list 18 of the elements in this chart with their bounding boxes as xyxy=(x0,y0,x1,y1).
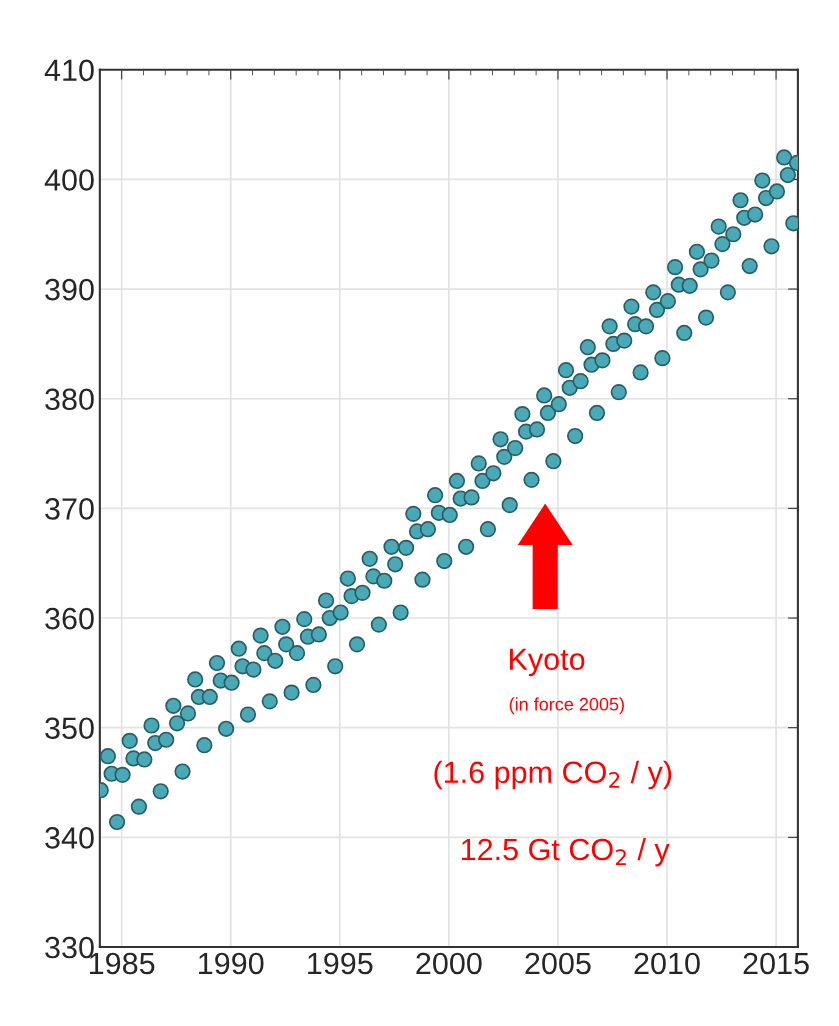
y-tick-label: 390 xyxy=(45,278,94,301)
y-tick-label: 350 xyxy=(45,717,94,740)
y-tick-label: 360 xyxy=(45,607,94,630)
annotation: 12.5 Gt CO$_{2}$ / y xyxy=(461,837,670,867)
y-tick-label: 370 xyxy=(45,498,94,520)
y-tick-label: 410 xyxy=(44,59,94,82)
x-tick-label: 1990 xyxy=(199,952,264,975)
y-tick-label: 400 xyxy=(44,169,94,191)
x-tick-label: 2000 xyxy=(416,952,482,975)
x-tick-label: 2010 xyxy=(634,952,700,975)
x-tick-label: 1995 xyxy=(308,952,373,975)
annotation: (1.6 ppm CO$_{2}$ / y) xyxy=(434,760,672,790)
x-tick-label: 2015 xyxy=(743,952,809,975)
y-tick-label: 380 xyxy=(45,388,94,411)
x-tick-label: 2005 xyxy=(525,952,591,975)
y-tick-label: 340 xyxy=(45,827,94,849)
annotation: Kyoto xyxy=(510,648,585,677)
annotation: (in force 2005) xyxy=(509,697,624,715)
